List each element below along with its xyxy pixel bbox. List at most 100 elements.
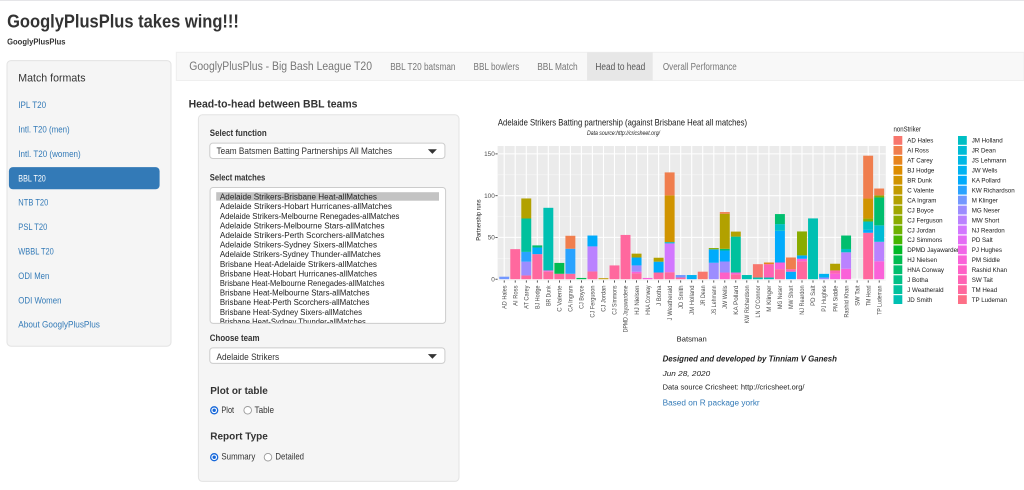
svg-text:GooglyPlusPlus: GooglyPlusPlus xyxy=(7,37,66,46)
svg-text:TM Head: TM Head xyxy=(972,287,998,294)
svg-text:CA Ingram: CA Ingram xyxy=(568,286,575,312)
svg-text:KA Pollard: KA Pollard xyxy=(733,285,740,315)
svg-text:J Botha: J Botha xyxy=(656,285,663,306)
svg-text:SW Tait: SW Tait xyxy=(972,277,993,284)
svg-text:JW Wells: JW Wells xyxy=(722,286,729,309)
svg-text:Rashid Khan: Rashid Khan xyxy=(972,267,1008,274)
svg-text:0: 0 xyxy=(491,276,495,283)
svg-text:NJ Reardon: NJ Reardon xyxy=(799,285,806,315)
svg-text:LN O'Connor: LN O'Connor xyxy=(755,286,762,318)
svg-text:Team Batsmen Batting Partnersh: Team Batsmen Batting Partnerships All Ma… xyxy=(217,146,393,156)
svg-text:Detailed: Detailed xyxy=(275,451,304,461)
svg-text:GooglyPlusPlus - Big Bash Leag: GooglyPlusPlus - Big Bash League T20 xyxy=(189,59,372,73)
svg-text:J Botha: J Botha xyxy=(907,277,929,284)
svg-text:DPMD Jayawardene: DPMD Jayawardene xyxy=(623,285,630,332)
svg-text:Head to head: Head to head xyxy=(595,62,645,73)
svg-text:CJ Jordan: CJ Jordan xyxy=(907,227,936,234)
svg-text:Adelaide Strikers-Perth Scorch: Adelaide Strikers-Perth Scorchers-allMat… xyxy=(220,231,385,240)
svg-text:Adelaide Strikers-Sydney Thund: Adelaide Strikers-Sydney Thunder-allMatc… xyxy=(220,250,381,259)
svg-text:MW Short: MW Short xyxy=(788,285,795,309)
svg-text:Brisbane Heat-Melbourne Stars-: Brisbane Heat-Melbourne Stars-allMatches xyxy=(220,289,370,298)
svg-text:BBL T20: BBL T20 xyxy=(18,173,46,183)
svg-text:Jun 28, 2020: Jun 28, 2020 xyxy=(662,369,712,378)
svg-text:BR Dunk: BR Dunk xyxy=(907,178,933,185)
svg-text:Designed and developed by Tinn: Designed and developed by Tinniam V Gane… xyxy=(663,354,837,363)
svg-text:NTB T20: NTB T20 xyxy=(18,198,48,208)
svg-text:100: 100 xyxy=(484,193,495,200)
svg-text:Based on R package yorkr: Based on R package yorkr xyxy=(663,399,760,408)
svg-text:JW Wells: JW Wells xyxy=(972,168,998,175)
svg-text:Rashid Khan: Rashid Khan xyxy=(843,285,850,318)
svg-text:Intl. T20 (women): Intl. T20 (women) xyxy=(18,149,80,159)
svg-text:HJ Nielsen: HJ Nielsen xyxy=(634,285,641,315)
svg-text:PM Siddle: PM Siddle xyxy=(832,285,839,312)
svg-text:Plot or table: Plot or table xyxy=(210,386,268,397)
svg-text:Brisbane Heat-Sydney Sixers-al: Brisbane Heat-Sydney Sixers-allMatches xyxy=(220,308,362,317)
svg-text:JS Lehmann: JS Lehmann xyxy=(711,285,718,315)
svg-text:AD Hales: AD Hales xyxy=(501,286,508,309)
svg-text:TM Head: TM Head xyxy=(865,285,872,306)
svg-text:J Weatherald: J Weatherald xyxy=(667,285,674,321)
svg-text:AI Ross: AI Ross xyxy=(512,286,519,306)
svg-text:JR Dean: JR Dean xyxy=(700,285,707,306)
svg-text:CJ Simmons: CJ Simmons xyxy=(907,237,942,244)
svg-text:Adelaide Strikers Batting part: Adelaide Strikers Batting partnership (a… xyxy=(498,118,747,128)
svg-text:Intl. T20 (men): Intl. T20 (men) xyxy=(18,125,69,135)
svg-text:JR Dean: JR Dean xyxy=(972,148,997,155)
svg-text:KW Richardson: KW Richardson xyxy=(972,187,1016,194)
svg-text:nonStriker: nonStriker xyxy=(894,127,922,134)
svg-text:Summary: Summary xyxy=(221,451,255,461)
svg-text:CJ Jordan: CJ Jordan xyxy=(601,285,608,312)
svg-text:MG Neser: MG Neser xyxy=(777,286,784,309)
svg-text:Brisbane Heat-Sydney Thunder-a: Brisbane Heat-Sydney Thunder-allMatches xyxy=(220,317,366,326)
svg-text:BJ Hodge: BJ Hodge xyxy=(535,285,542,309)
svg-text:DPMD Jayawardene: DPMD Jayawardene xyxy=(907,247,964,254)
svg-text:M Klinger: M Klinger xyxy=(766,286,773,312)
svg-text:TP Ludeman: TP Ludeman xyxy=(972,297,1008,304)
svg-text:WBBL T20: WBBL T20 xyxy=(18,247,54,257)
svg-text:Overall Performance: Overall Performance xyxy=(663,62,737,73)
svg-text:PD Salt: PD Salt xyxy=(810,285,817,306)
svg-text:HNA Conway: HNA Conway xyxy=(907,267,945,274)
svg-text:C Valente: C Valente xyxy=(907,187,934,194)
svg-text:JS Lehmann: JS Lehmann xyxy=(972,158,1007,165)
svg-text:Select matches: Select matches xyxy=(210,172,265,182)
svg-text:JM Holland: JM Holland xyxy=(689,285,696,315)
svg-text:Choose team: Choose team xyxy=(210,333,260,343)
svg-text:PD Salt: PD Salt xyxy=(972,237,993,244)
svg-text:Partnership runs: Partnership runs xyxy=(475,199,482,241)
svg-text:BBL Match: BBL Match xyxy=(537,62,578,73)
svg-text:Adelaide Strikers-Hobart Hurri: Adelaide Strikers-Hobart Hurricanes-allM… xyxy=(220,202,392,211)
svg-text:CA Ingram: CA Ingram xyxy=(907,197,936,204)
svg-text:BJ Hodge: BJ Hodge xyxy=(907,168,935,175)
svg-text:Plot: Plot xyxy=(221,405,234,415)
svg-text:Adelaide Strikers-Melbourne St: Adelaide Strikers-Melbourne Stars-allMat… xyxy=(220,221,385,230)
svg-text:Data source Cricsheet: http://: Data source Cricsheet: http://cricsheet.… xyxy=(663,382,806,391)
svg-text:CJ Ferguson: CJ Ferguson xyxy=(590,285,597,318)
svg-text:ODI Men: ODI Men xyxy=(18,271,49,281)
svg-text:AI Ross: AI Ross xyxy=(907,148,929,155)
svg-text:MW Short: MW Short xyxy=(972,217,1000,224)
svg-text:NJ Reardon: NJ Reardon xyxy=(972,227,1006,234)
svg-text:CJ Ferguson: CJ Ferguson xyxy=(907,217,943,224)
svg-text:C Valente: C Valente xyxy=(557,285,564,312)
svg-text:CJ Boyce: CJ Boyce xyxy=(579,285,586,309)
svg-text:Match formats: Match formats xyxy=(18,73,86,85)
svg-text:AT Carey: AT Carey xyxy=(907,158,933,165)
svg-text:JM Holland: JM Holland xyxy=(972,138,1004,145)
svg-text:150: 150 xyxy=(484,151,495,158)
svg-text:Adelaide Strikers-Melbourne Re: Adelaide Strikers-Melbourne Renegades-al… xyxy=(220,212,400,221)
svg-text:Table: Table xyxy=(255,405,275,415)
svg-text:PJ Hughes: PJ Hughes xyxy=(821,286,828,312)
svg-text:Report Type: Report Type xyxy=(210,432,268,443)
svg-text:HNA Conway: HNA Conway xyxy=(645,285,652,315)
svg-text:Select function: Select function xyxy=(210,128,267,138)
svg-text:Brisbane Heat-Melbourne Renega: Brisbane Heat-Melbourne Renegades-allMat… xyxy=(220,279,385,288)
svg-text:IPL T20: IPL T20 xyxy=(18,100,46,110)
svg-text:Adelaide Strikers-Brisbane Hea: Adelaide Strikers-Brisbane Heat-allMatch… xyxy=(220,193,377,202)
svg-text:PM Siddle: PM Siddle xyxy=(972,257,1001,264)
svg-text:BBL T20 batsman: BBL T20 batsman xyxy=(390,62,455,73)
svg-text:Adelaide Strikers-Sydney Sixer: Adelaide Strikers-Sydney Sixers-allMatch… xyxy=(220,241,377,250)
svg-text:JD Smith: JD Smith xyxy=(678,285,685,309)
svg-text:PJ Hughes: PJ Hughes xyxy=(972,247,1002,254)
